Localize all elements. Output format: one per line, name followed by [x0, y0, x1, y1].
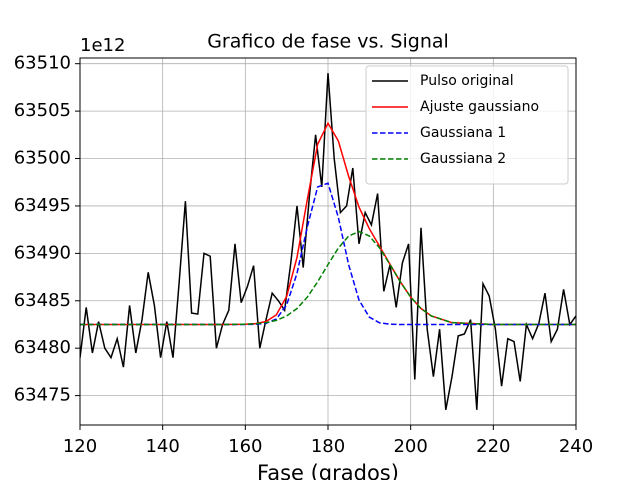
ticks: 120 140 160 180 200 220 240 63475 63480 63485 6349… — [14, 53, 593, 457]
y-tick-label: 63500 — [14, 148, 71, 169]
plot-lines — [80, 73, 576, 410]
legend-label: Gaussiana 2 — [420, 151, 506, 167]
chart-title: Grafico de fase vs. Signal — [207, 31, 449, 53]
y-tick-label: 63495 — [14, 195, 71, 216]
series-line — [80, 121, 576, 326]
legend-box — [365, 65, 569, 185]
legend-label: Pulso original — [420, 73, 514, 89]
y-tick-label: 63510 — [14, 53, 71, 74]
x-tick-label: 180 — [311, 436, 345, 457]
x-tick-label: 240 — [559, 436, 593, 457]
y-tick-label: 63480 — [14, 337, 71, 358]
x-axis-label: Fase (grados) — [257, 461, 399, 480]
x-tick-label: 140 — [145, 436, 179, 457]
x-tick-label: 220 — [476, 436, 510, 457]
legend-label: Gaussiana 1 — [420, 125, 506, 141]
y-offset-text: 1e12 — [80, 35, 125, 56]
series-line — [80, 73, 576, 410]
x-tick-label: 200 — [393, 436, 427, 457]
x-tick-label: 120 — [63, 436, 97, 457]
y-tick-label: 63475 — [14, 385, 71, 406]
y-tick-label: 63505 — [14, 100, 71, 121]
x-tick-label: 160 — [228, 436, 262, 457]
y-tick-label: 63485 — [14, 290, 71, 311]
legend: Pulso original Ajuste gaussiano Gaussiana … — [365, 65, 569, 185]
y-tick-label: 63490 — [14, 242, 71, 263]
legend-label: Ajuste gaussiano — [420, 99, 539, 115]
